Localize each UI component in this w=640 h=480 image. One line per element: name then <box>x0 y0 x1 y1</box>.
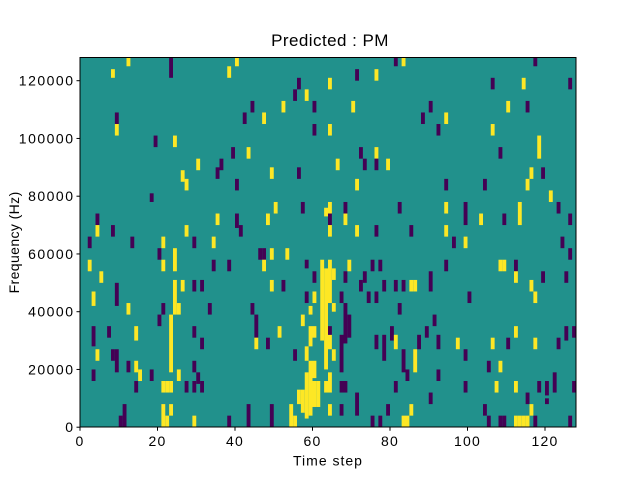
svg-text:60000: 60000 <box>28 246 74 262</box>
svg-text:40000: 40000 <box>28 304 74 320</box>
svg-text:Predicted : PM: Predicted : PM <box>271 31 389 50</box>
svg-text:20: 20 <box>149 433 167 449</box>
svg-text:60: 60 <box>304 433 322 449</box>
svg-text:0: 0 <box>65 419 74 435</box>
svg-text:Frequency (Hz): Frequency (Hz) <box>6 191 22 293</box>
svg-text:80: 80 <box>381 433 399 449</box>
svg-text:120: 120 <box>532 433 559 449</box>
svg-text:Time step: Time step <box>293 453 363 469</box>
svg-text:100: 100 <box>454 433 481 449</box>
svg-text:20000: 20000 <box>28 361 74 377</box>
svg-text:80000: 80000 <box>28 188 74 204</box>
svg-text:0: 0 <box>76 433 85 449</box>
svg-text:100000: 100000 <box>19 130 75 146</box>
svg-text:120000: 120000 <box>19 73 75 89</box>
svg-text:40: 40 <box>226 433 244 449</box>
